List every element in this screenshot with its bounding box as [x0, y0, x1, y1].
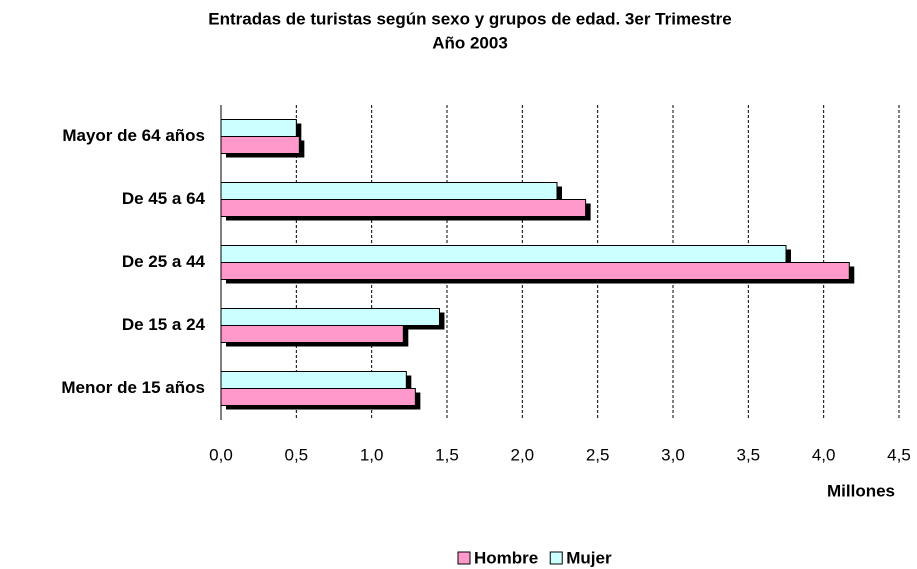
legend-label: Hombre — [474, 548, 538, 567]
bar — [220, 308, 440, 326]
x-tick-label: 2,0 — [511, 445, 535, 464]
bar — [220, 136, 300, 154]
y-tick-label: De 25 a 44 — [122, 252, 206, 271]
y-tick-label: Mayor de 64 años — [62, 126, 205, 145]
y-tick-label: De 15 a 24 — [122, 315, 206, 334]
legend-swatch — [549, 551, 563, 565]
bar — [220, 182, 558, 200]
x-tick-label: 0,5 — [285, 445, 309, 464]
bar — [220, 119, 297, 137]
x-tick-label: 0,0 — [209, 445, 233, 464]
chart-subtitle: Año 2003 — [432, 33, 508, 52]
legend-swatch — [457, 551, 471, 565]
x-tick-label: 1,5 — [435, 445, 459, 464]
legend-label: Mujer — [566, 548, 612, 567]
x-tick-label: 4,5 — [887, 445, 911, 464]
bar — [220, 199, 587, 217]
bar — [220, 371, 407, 389]
chart-title: Entradas de turistas según sexo y grupos… — [208, 9, 731, 28]
x-tick-label: 4,0 — [812, 445, 836, 464]
bar — [220, 262, 850, 280]
bar — [220, 388, 416, 406]
bar — [220, 325, 404, 343]
y-tick-label: De 45 a 64 — [122, 189, 206, 208]
x-tick-label: 3,0 — [661, 445, 685, 464]
x-tick-label: 2,5 — [586, 445, 610, 464]
x-axis-label: Millones — [827, 481, 895, 500]
y-tick-label: Menor de 15 años — [61, 378, 205, 397]
bar — [220, 245, 787, 263]
x-tick-label: 1,0 — [360, 445, 384, 464]
x-tick-label: 3,5 — [737, 445, 761, 464]
